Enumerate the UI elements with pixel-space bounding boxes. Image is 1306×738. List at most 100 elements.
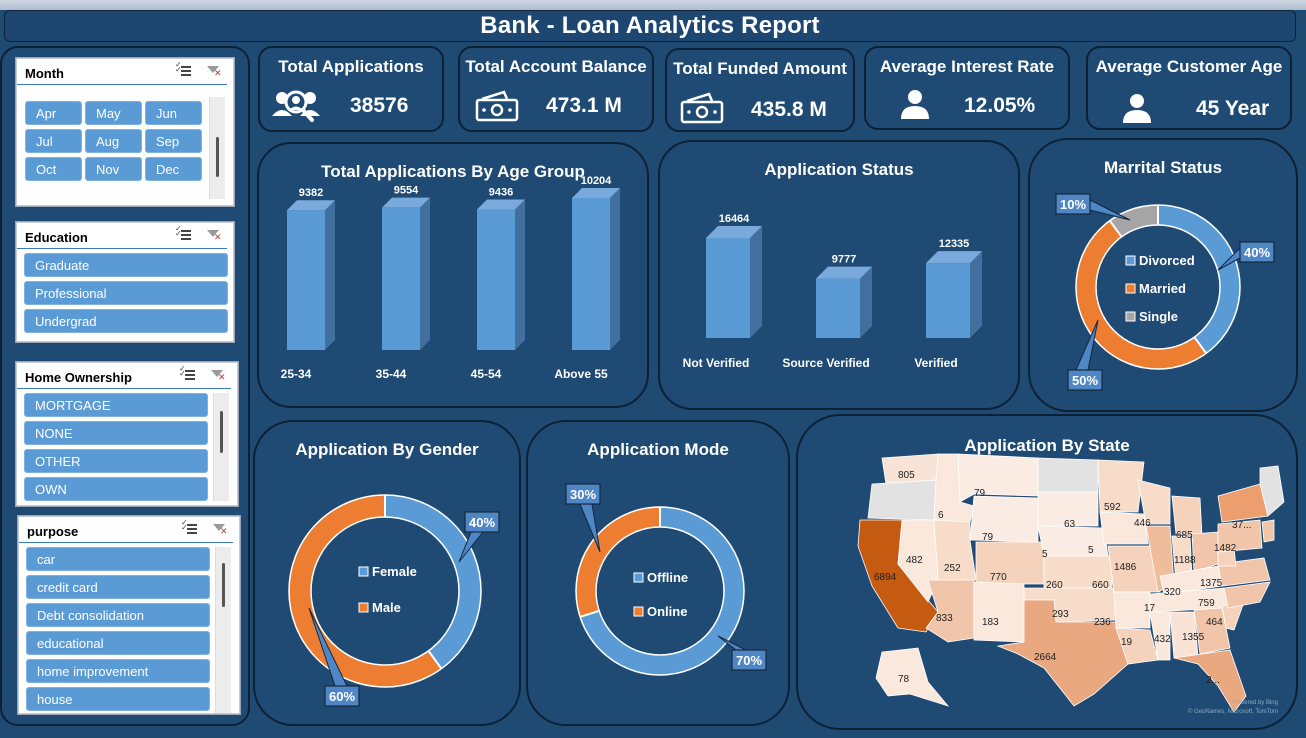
slicer-education-item[interactable]: Professional (24, 281, 228, 305)
bar (382, 207, 420, 350)
slicer-home-ownership-item[interactable]: OTHER (24, 449, 208, 473)
slicer-education-title: Education (25, 230, 88, 245)
slicer-purpose-item[interactable]: house (26, 687, 210, 711)
legend-swatch (633, 572, 644, 583)
slicer-month-item[interactable]: Jun (145, 101, 202, 125)
scroll-thumb[interactable] (220, 411, 223, 453)
callout-label: 10% (1060, 197, 1086, 212)
clear-filter-icon[interactable] (205, 64, 222, 78)
slicer-purpose-item[interactable]: credit card (26, 575, 210, 599)
slicer-education-item[interactable]: Graduate (24, 253, 228, 277)
percent-callout: 30% (565, 483, 601, 553)
donut-segment (384, 495, 481, 669)
page-title: Bank - Loan Analytics Report (4, 10, 1296, 42)
state-wi (1137, 479, 1171, 525)
segment-divider (1108, 220, 1123, 238)
bar-group: 9554 35-44 (376, 185, 430, 381)
clear-filter-icon[interactable] (211, 522, 228, 536)
multi-select-icon[interactable] (175, 61, 191, 78)
slicer-month-item[interactable]: Apr (25, 101, 82, 125)
multi-select-icon[interactable] (175, 225, 191, 242)
bar-value-label: 9382 (299, 187, 323, 199)
map-value-pa: 1482 (1214, 543, 1237, 554)
kpi-value: 45 Year (1196, 97, 1270, 120)
chart-application-status: Application Status 16464 Not Verified 9777… (658, 140, 1020, 410)
slicer-home-ownership-item[interactable]: MORTGAGE (24, 393, 208, 417)
callout-label: 50% (1072, 373, 1098, 388)
bar (477, 209, 515, 350)
slicer-month-item[interactable]: May (85, 101, 142, 125)
state-ut (933, 519, 977, 581)
slicer-month-item[interactable]: Nov (85, 157, 142, 181)
slicer-month-item[interactable]: Sep (145, 129, 202, 153)
kpi-average-customer-age: Average Customer Age 45 Year (1086, 46, 1292, 130)
slicer-purpose-item[interactable]: home improvement (26, 659, 210, 683)
bar-value-label: 9777 (832, 254, 856, 266)
bar-side (860, 266, 872, 338)
chart-title: Application By State (964, 436, 1130, 455)
state-ak (875, 647, 950, 707)
legend-swatch (1125, 255, 1136, 266)
slicer-purpose-scrollbar[interactable] (215, 547, 231, 713)
segment-divider (427, 650, 443, 670)
scroll-thumb[interactable] (222, 563, 225, 607)
slicer-purpose-header: purpose (19, 517, 233, 543)
donut-outer-ring (288, 494, 482, 688)
donut-segment (1109, 205, 1159, 238)
scroll-thumb[interactable] (216, 137, 219, 177)
donut-inner-ring (310, 516, 460, 666)
map-value-id: 6 (938, 510, 944, 521)
map-value-ms: 19 (1121, 637, 1133, 648)
slicer-month-scrollbar[interactable] (209, 97, 225, 199)
map-value-az: 833 (936, 613, 953, 624)
slicer-home-ownership-item[interactable]: OWN (24, 477, 208, 501)
us-state-map[interactable]: 805 79 6 63 592 446 79 685 37... 482 252… (798, 416, 1296, 728)
slicer-month-item[interactable]: Oct (25, 157, 82, 181)
chart-title: Application Mode (587, 440, 729, 459)
slicer-month-item[interactable]: Jul (25, 129, 82, 153)
state-co (975, 541, 1045, 585)
state-or (867, 479, 937, 521)
multi-select-icon[interactable] (179, 365, 195, 382)
percent-callout: 60% (308, 607, 360, 707)
age-group-bars: 9382 25-34 9554 35-44 9436 45-54 10204 Above 55 (281, 175, 620, 381)
top-strip (0, 0, 1306, 10)
bar-side (750, 226, 762, 338)
callout-pointer (1089, 199, 1131, 221)
callout-box (324, 685, 360, 707)
bar-group: 9382 25-34 (281, 187, 335, 381)
donut-segment (576, 507, 661, 617)
slicer-purpose-item[interactable]: Debt consolidation (26, 603, 210, 627)
clear-filter-icon[interactable] (209, 368, 226, 382)
filter-panel: Month Apr May Jun Jul Aug Sep Oct Nov De… (0, 46, 250, 726)
legend-swatch (358, 566, 369, 577)
slicer-home-ownership-scrollbar[interactable] (213, 393, 229, 501)
map-value-nc: 759 (1198, 598, 1215, 609)
bar (816, 278, 860, 338)
map-value-fl: 2... (1206, 675, 1220, 686)
chart-gender: Application By Gender Female Male 40% 60% (253, 420, 521, 726)
slicer-education-item[interactable]: Undergrad (24, 309, 228, 333)
percent-callout: 10% (1055, 193, 1131, 221)
legend-swatch (358, 602, 369, 613)
slicer-purpose-item[interactable]: car (26, 547, 210, 571)
mode-donut: Offline Online 70% 30% (565, 483, 767, 676)
state-az (925, 579, 975, 643)
slicer-home-ownership-item[interactable]: NONE (24, 421, 208, 445)
clear-filter-icon[interactable] (205, 228, 222, 242)
multi-select-icon[interactable] (181, 519, 197, 536)
bar-side (420, 197, 430, 350)
bar-top (572, 188, 620, 198)
kpi-value: 435.8 M (751, 98, 827, 121)
state-sd (1037, 491, 1099, 527)
map-value-mt: 79 (974, 488, 986, 499)
bar-top (816, 266, 872, 279)
map-value-ak: 78 (898, 674, 910, 685)
legend-swatch (1125, 283, 1136, 294)
slicer-month-item[interactable]: Aug (85, 129, 142, 153)
application-status-bars: 16464 Not Verified 9777 Source Verified 1233… (683, 213, 982, 370)
bar-group: 12335 Verified (914, 238, 982, 370)
callout-box (565, 483, 601, 505)
slicer-purpose-item[interactable]: educational (26, 631, 210, 655)
slicer-month-item[interactable]: Dec (145, 157, 202, 181)
